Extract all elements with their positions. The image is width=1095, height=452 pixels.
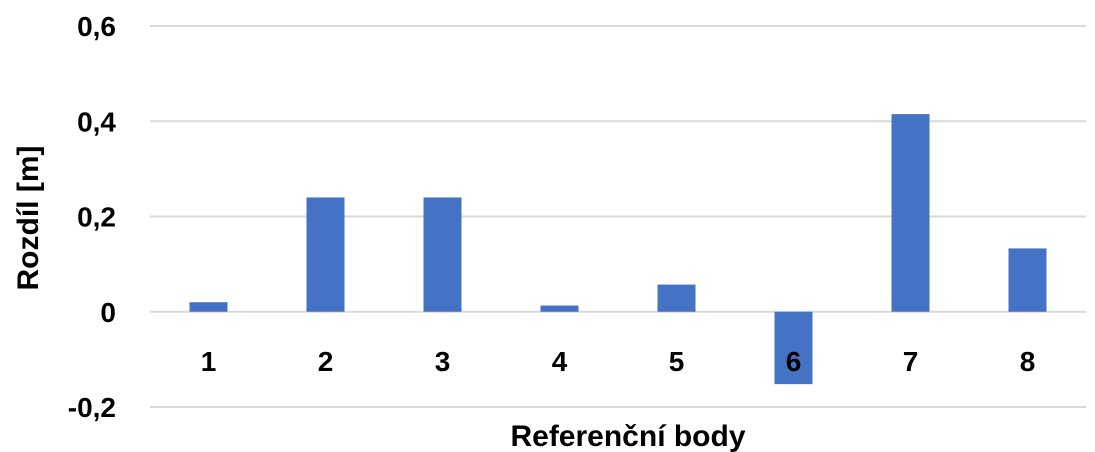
x-tick-label: 7 bbox=[903, 346, 919, 377]
x-tick-label: 2 bbox=[318, 346, 334, 377]
x-axis-ticks: 1 2 3 4 5 6 7 8 bbox=[201, 346, 1036, 377]
bar-3 bbox=[423, 197, 462, 312]
bar-8 bbox=[1008, 248, 1047, 312]
y-axis-title: Rozdíl [m] bbox=[12, 146, 45, 291]
bar-7 bbox=[891, 114, 930, 312]
bar-4 bbox=[540, 305, 579, 312]
y-tick-label: 0,6 bbox=[77, 11, 116, 42]
x-tick-label: 1 bbox=[201, 346, 217, 377]
y-tick-label: -0,2 bbox=[68, 392, 116, 423]
x-axis-title: Referenční body bbox=[510, 420, 745, 452]
x-tick-label: 6 bbox=[786, 346, 802, 377]
x-tick-label: 8 bbox=[1020, 346, 1036, 377]
gridlines bbox=[150, 25, 1086, 408]
bar-6 bbox=[774, 311, 813, 385]
bar-5 bbox=[657, 284, 696, 312]
bars bbox=[189, 114, 1047, 385]
y-tick-label: 0,4 bbox=[77, 106, 116, 137]
bar-2 bbox=[306, 197, 345, 312]
bar-1 bbox=[189, 302, 228, 312]
x-tick-label: 5 bbox=[669, 346, 685, 377]
y-tick-label: 0,2 bbox=[77, 202, 116, 233]
y-axis-ticks: -0,2 0 0,2 0,4 0,6 bbox=[68, 11, 117, 423]
x-tick-label: 4 bbox=[552, 346, 568, 377]
x-tick-label: 3 bbox=[435, 346, 451, 377]
y-tick-label: 0 bbox=[100, 297, 116, 328]
